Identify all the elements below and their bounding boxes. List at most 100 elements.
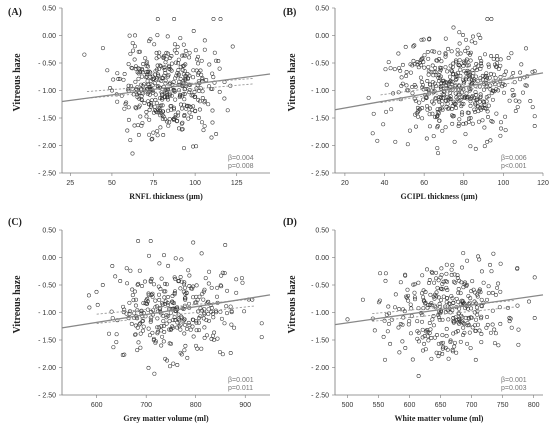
data-point [377,298,382,303]
data-point [175,320,180,325]
data-point [430,111,435,116]
panel-label: (C) [8,217,22,228]
data-point [159,343,164,348]
data-point [460,300,465,305]
data-point [478,66,483,71]
data-point [156,110,161,115]
data-point [455,273,460,278]
data-point [420,273,425,278]
data-point [173,115,178,120]
data-point [460,110,465,115]
data-point [454,72,458,77]
data-point [206,311,211,316]
data-point [527,299,531,304]
data-point [466,51,471,56]
data-point [461,77,465,82]
data-point [151,312,156,317]
data-point [141,324,146,329]
data-point [510,88,515,92]
data-point [521,90,525,95]
data-point [503,128,508,133]
data-point [393,305,397,310]
data-point [458,73,463,78]
data-point [436,73,441,78]
data-point [207,62,212,67]
data-point [479,316,483,321]
data-point [435,333,439,337]
data-point [400,339,405,344]
data-point [148,70,153,75]
data-point [495,54,499,58]
data-point [465,68,470,73]
data-point [179,121,184,126]
data-point [175,71,180,75]
data-point [464,37,468,42]
data-point [131,48,136,53]
data-point [211,75,216,80]
data-point [149,103,153,108]
data-point [456,121,461,126]
data-point [165,302,170,307]
data-point [474,68,479,72]
data-point [439,266,444,271]
data-point [144,114,149,119]
data-point [187,110,192,115]
data-point [117,76,122,81]
data-point [425,329,430,334]
data-point [487,75,492,80]
data-point [475,292,480,297]
data-point [457,98,462,103]
data-point [167,319,172,324]
data-point [518,70,523,75]
data-point [196,70,201,75]
data-point [444,262,449,267]
data-point [148,279,153,284]
data-point [183,62,188,67]
data-point [169,54,174,58]
data-point [186,268,191,273]
y-tick-label: 0.00 [315,33,329,40]
data-point [468,144,473,149]
regression-line [334,72,544,111]
data-point [530,69,535,74]
data-point [462,321,467,326]
data-point [440,351,445,356]
data-point [408,302,413,307]
data-point [159,276,164,281]
data-point [389,107,394,112]
data-point [490,97,495,102]
data-point [473,109,477,114]
data-point [182,280,187,285]
x-tick-label: 800 [190,402,202,409]
data-point [449,107,454,111]
data-point [100,283,105,287]
data-point [171,361,176,366]
data-point [149,101,154,105]
data-point [412,43,417,48]
data-point [163,70,168,75]
data-point [439,66,444,70]
data-point [432,81,437,86]
y-axis-label: Vitreous haze [12,53,23,112]
data-point [458,97,463,102]
data-point [434,294,439,299]
data-point [200,96,205,100]
data-point [427,278,432,282]
data-point [167,91,172,96]
data-point [440,107,445,112]
data-point [158,125,163,130]
data-point [110,264,115,268]
data-point [210,71,215,76]
data-point [426,72,431,77]
y-axis-label: Vitreous haze [12,275,23,334]
data-point [448,74,452,79]
data-point [155,133,160,138]
data-point [129,65,134,70]
data-point [159,324,164,329]
data-point [480,73,485,78]
data-point [477,328,482,333]
data-point [173,256,178,261]
data-point [430,49,435,54]
data-point [470,68,475,73]
data-point [451,279,456,284]
